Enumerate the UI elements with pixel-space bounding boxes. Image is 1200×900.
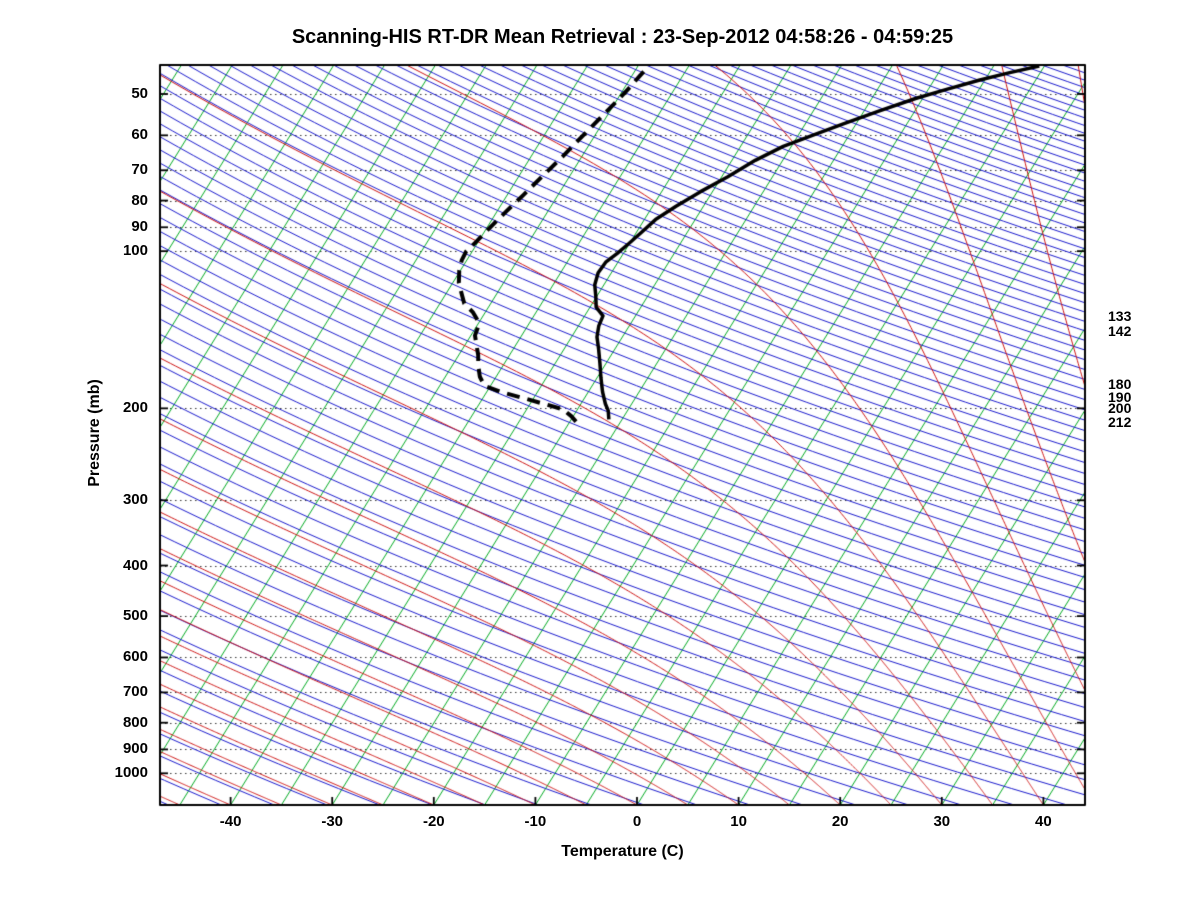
chart-title: Scanning-HIS RT-DR Mean Retrieval : 23-S… — [291, 26, 954, 48]
pressure-tick-label: 80 — [131, 191, 148, 209]
pressure-tick-label: 300 — [122, 491, 148, 509]
pressure-tick-label: 100 — [122, 242, 148, 260]
pressure-tick-label: 1000 — [114, 764, 148, 782]
right-pressure-label: 180 — [1108, 376, 1132, 393]
pressure-tick-label: 400 — [122, 556, 148, 574]
temperature-tick-label: -20 — [422, 813, 445, 830]
temperature-tick-label: 40 — [1035, 813, 1052, 830]
pressure-tick-label: 500 — [122, 607, 148, 625]
temperature-tick-label: -40 — [219, 813, 242, 830]
temperature-tick-label: 20 — [831, 813, 849, 830]
right-pressure-label: 212 — [1108, 413, 1132, 430]
y-axis-label: Pressure (mb) — [86, 379, 103, 487]
pressure-tick-label: 200 — [122, 399, 148, 417]
pressure-tick-label: 50 — [131, 84, 148, 102]
temperature-tick-label: -10 — [524, 813, 547, 830]
pressure-tick-label: 90 — [131, 218, 148, 236]
temperature-tick-label: 0 — [632, 813, 642, 830]
temperature-tick-label: 10 — [730, 813, 747, 830]
right-pressure-label: 200 — [1108, 400, 1132, 417]
pressure-tick-label: 700 — [122, 683, 148, 701]
x-axis-label: Temperature (C) — [561, 843, 684, 860]
right-pressure-label: 142 — [1108, 322, 1132, 339]
pressure-tick-label: 60 — [131, 126, 148, 144]
pressure-tick-label: 70 — [131, 161, 148, 179]
temperature-tick-label: -30 — [321, 813, 344, 830]
temperature-tick-label: 30 — [933, 813, 951, 830]
pressure-tick-label: 900 — [122, 740, 148, 758]
pressure-tick-label: 600 — [122, 648, 148, 666]
right-pressure-label: 133 — [1108, 307, 1132, 324]
pressure-tick-label: 800 — [122, 713, 148, 731]
right-pressure-label: 190 — [1108, 388, 1132, 405]
